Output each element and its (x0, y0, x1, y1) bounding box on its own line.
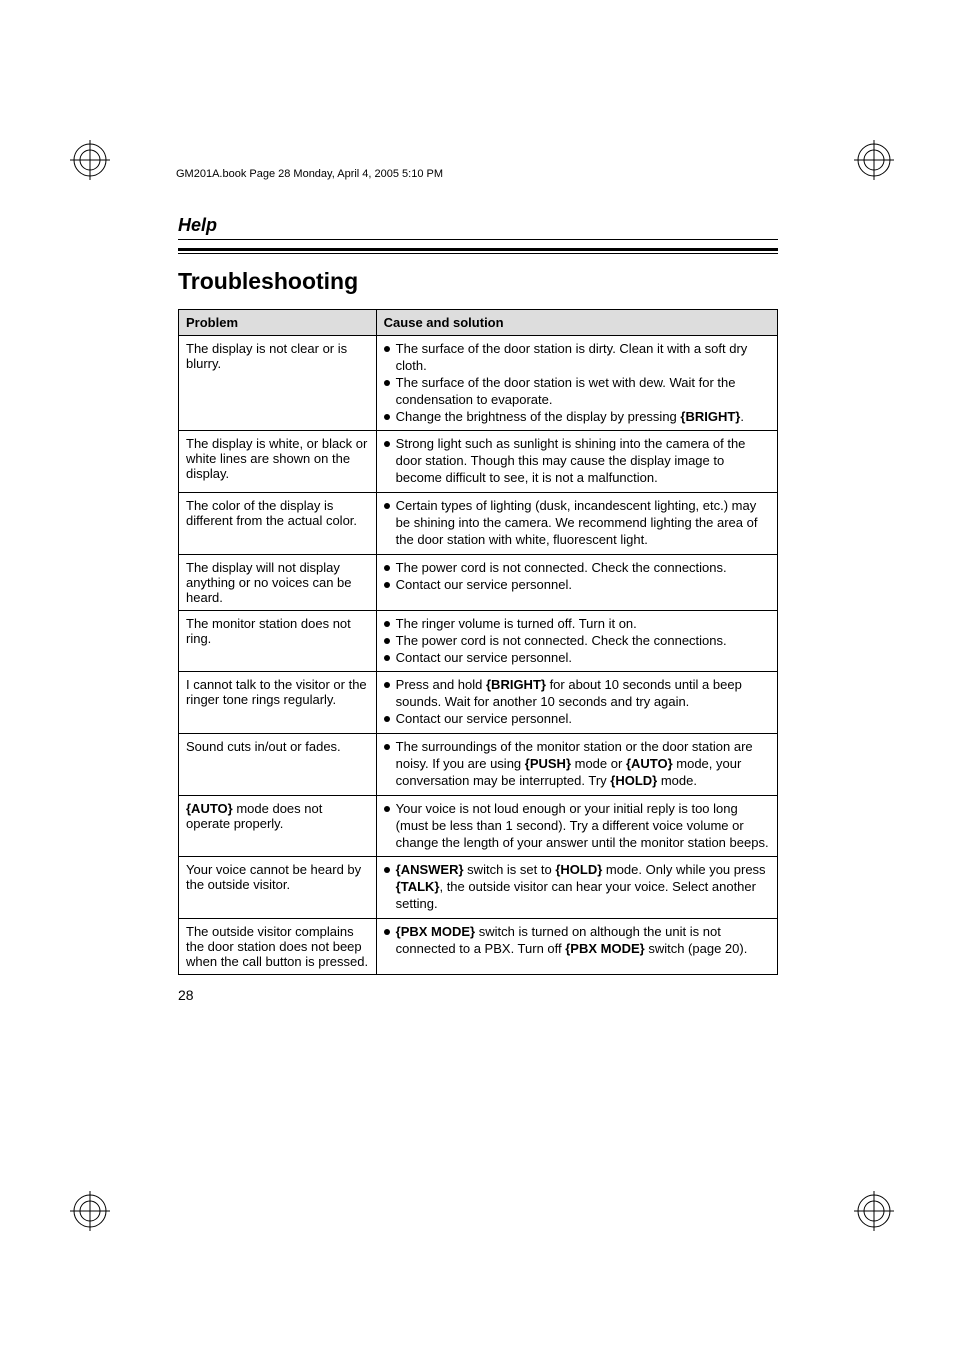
solution-item: Change the brightness of the display by … (384, 409, 770, 426)
solution-item: {ANSWER} switch is set to {HOLD} mode. O… (384, 862, 770, 913)
table-row: The color of the display is different fr… (179, 493, 778, 555)
problem-cell: Your voice cannot be heard by the outsid… (179, 857, 377, 919)
problem-cell: I cannot talk to the visitor or the ring… (179, 672, 377, 734)
table-row: The display is white, or black or white … (179, 431, 778, 493)
table-row: The display will not display anything or… (179, 554, 778, 610)
table-row: Your voice cannot be heard by the outsid… (179, 857, 778, 919)
solution-item: Press and hold {BRIGHT} for about 10 sec… (384, 677, 770, 711)
problem-cell: The display is white, or black or white … (179, 431, 377, 493)
col-cause: Cause and solution (376, 310, 777, 336)
solution-item: Contact our service personnel. (384, 711, 770, 728)
solution-cell: Press and hold {BRIGHT} for about 10 sec… (376, 672, 777, 734)
table-row: Sound cuts in/out or fades.The surroundi… (179, 734, 778, 796)
solution-cell: The surroundings of the monitor station … (376, 734, 777, 796)
table-row: {AUTO} mode does not operate properly.Yo… (179, 795, 778, 857)
table-row: The monitor station does not ring. The ri… (179, 610, 778, 672)
print-mark-br (854, 1191, 894, 1231)
solution-item: The surface of the door station is wet w… (384, 375, 770, 409)
page-title: Troubleshooting (178, 268, 778, 295)
solution-item: Strong light such as sunlight is shining… (384, 436, 770, 487)
solution-item: Contact our service personnel. (384, 650, 770, 667)
problem-cell: {AUTO} mode does not operate properly. (179, 795, 377, 857)
page-content: Help Troubleshooting Problem Cause and s… (178, 215, 778, 975)
print-mark-bl (70, 1191, 110, 1231)
table-row: I cannot talk to the visitor or the ring… (179, 672, 778, 734)
print-mark-tl (70, 140, 110, 180)
solution-item: The surroundings of the monitor station … (384, 739, 770, 790)
problem-cell: Sound cuts in/out or fades. (179, 734, 377, 796)
troubleshooting-table: Problem Cause and solution The display i… (178, 309, 778, 975)
col-problem: Problem (179, 310, 377, 336)
solution-item: The power cord is not connected. Check t… (384, 560, 770, 577)
solution-cell: {PBX MODE} switch is turned on although … (376, 919, 777, 975)
solution-item: {PBX MODE} switch is turned on although … (384, 924, 770, 958)
problem-cell: The color of the display is different fr… (179, 493, 377, 555)
section-heading: Help (178, 215, 778, 240)
solution-item: The power cord is not connected. Check t… (384, 633, 770, 650)
problem-cell: The display will not display anything or… (179, 554, 377, 610)
problem-cell: The monitor station does not ring. (179, 610, 377, 672)
solution-cell: The ringer volume is turned off. Turn it… (376, 610, 777, 672)
print-mark-tr (854, 140, 894, 180)
solution-item: Contact our service personnel. (384, 577, 770, 594)
table-row: The outside visitor complains the door s… (179, 919, 778, 975)
solution-item: Your voice is not loud enough or your in… (384, 801, 770, 852)
solution-item: Certain types of lighting (dusk, incande… (384, 498, 770, 549)
double-rule (178, 248, 778, 254)
print-header: GM201A.book Page 28 Monday, April 4, 200… (176, 168, 443, 180)
solution-cell: Certain types of lighting (dusk, incande… (376, 493, 777, 555)
solution-cell: Your voice is not loud enough or your in… (376, 795, 777, 857)
problem-cell: The outside visitor complains the door s… (179, 919, 377, 975)
table-row: The display is not clear or is blurry.Th… (179, 336, 778, 431)
solution-item: The surface of the door station is dirty… (384, 341, 770, 375)
solution-cell: {ANSWER} switch is set to {HOLD} mode. O… (376, 857, 777, 919)
solution-cell: The surface of the door station is dirty… (376, 336, 777, 431)
page-number: 28 (178, 987, 194, 1003)
solution-cell: The power cord is not connected. Check t… (376, 554, 777, 610)
solution-cell: Strong light such as sunlight is shining… (376, 431, 777, 493)
problem-cell: The display is not clear or is blurry. (179, 336, 377, 431)
solution-item: The ringer volume is turned off. Turn it… (384, 616, 770, 633)
